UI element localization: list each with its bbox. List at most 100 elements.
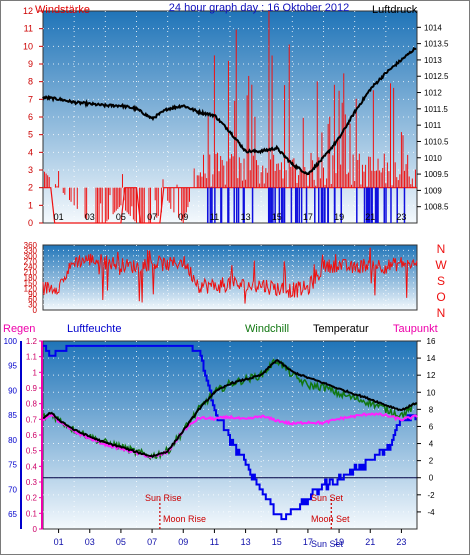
humidity-tick-label: 90 xyxy=(8,386,17,395)
wind-tick-label: 4 xyxy=(28,147,33,157)
hour-tick-label: 15 xyxy=(272,212,282,222)
hour-tick-label: 11 xyxy=(210,212,219,222)
direction-tick-label: 0 xyxy=(33,306,38,315)
hour-tick-label-bottom: 13 xyxy=(241,537,251,547)
chart-title: 24 hour graph day : 16 Oktober 2012 xyxy=(169,2,349,14)
rain-tick-label: 0.8 xyxy=(26,400,38,409)
hour-tick-label: 03 xyxy=(85,212,95,222)
hour-tick-label: 23 xyxy=(396,212,406,222)
direction-tick-label: 300 xyxy=(24,252,38,261)
temp-tick-label: 12 xyxy=(427,371,436,380)
hour-tick-label: 01 xyxy=(54,212,64,222)
windchill-label: Windchill xyxy=(245,323,289,335)
humidity-tick-label: 70 xyxy=(8,485,17,494)
temp-tick-label: 0 xyxy=(429,474,434,483)
wind-tick-label: 6 xyxy=(28,112,33,122)
pressure-tick-label: 1011 xyxy=(424,121,442,130)
rain-tick-label: 0.5 xyxy=(26,447,38,456)
hour-tick-label-bottom: 03 xyxy=(85,537,95,547)
pressure-tick-label: 1008.5 xyxy=(424,203,449,212)
rain-tick-label: 0.9 xyxy=(26,384,38,393)
hour-tick-label-bottom: 05 xyxy=(116,537,126,547)
rain-tick-label: 1 xyxy=(33,368,38,377)
temperature-label: Temperatur xyxy=(313,323,369,335)
dir-label-n-top: N xyxy=(437,242,446,256)
hour-tick-label-bottom: 23 xyxy=(396,537,406,547)
grid-dots xyxy=(43,11,417,529)
rain-tick-label: 0.6 xyxy=(26,431,38,440)
rain-tick-label: 0 xyxy=(33,525,38,534)
direction-tick-label: 330 xyxy=(24,246,38,255)
temp-tick-label: 4 xyxy=(429,440,434,449)
pressure-tick-label: 1009 xyxy=(424,186,442,195)
rain-tick-label: 0.7 xyxy=(26,415,38,424)
hour-tick-label: 05 xyxy=(116,212,126,222)
pressure-tick-label: 1013.5 xyxy=(424,40,449,49)
direction-tick-label: 120 xyxy=(24,284,38,293)
hour-tick-label-bottom: 01 xyxy=(54,537,64,547)
direction-tick-label: 270 xyxy=(24,257,38,266)
wind-tick-label: 7 xyxy=(28,94,33,104)
pressure-axis-title: Luftdruck xyxy=(372,4,418,16)
sun-set-label: Sun Set xyxy=(311,493,344,503)
wind-tick-label: 1 xyxy=(28,200,33,210)
humidity-tick-label: 75 xyxy=(8,461,17,470)
temp-tick-label: 2 xyxy=(429,457,434,466)
dir-label-w: W xyxy=(435,258,447,272)
temp-tick-label: 16 xyxy=(427,337,436,346)
chart-marks xyxy=(42,11,418,529)
moon-rise-label: Moon Rise xyxy=(163,514,206,524)
dir-label-n-bottom: N xyxy=(437,306,446,320)
wind-tick-label: 8 xyxy=(28,77,33,87)
hour-tick-label: 17 xyxy=(303,212,313,222)
rain-tick-label: 0.3 xyxy=(26,478,38,487)
pressure-tick-label: 1010 xyxy=(424,154,442,163)
rain-tick-label: 1.2 xyxy=(26,337,38,346)
direction-tick-label: 180 xyxy=(24,274,38,283)
humidity-tick-label: 95 xyxy=(8,362,17,371)
axes-ticks: 01234567891011121008.510091009.510101010… xyxy=(4,6,449,547)
humidity-tick-label: 85 xyxy=(8,411,17,420)
temp-tick-label: 8 xyxy=(429,405,434,414)
pressure-tick-label: 1013 xyxy=(424,56,442,65)
direction-tick-label: 30 xyxy=(28,301,37,310)
temp-tick-label: 10 xyxy=(427,388,436,397)
humidity-tick-label: 100 xyxy=(4,337,18,346)
hour-tick-label: 21 xyxy=(365,212,375,222)
sun-rise-label: Sun Rise xyxy=(145,493,182,503)
wind-baseline xyxy=(43,187,417,224)
rain-tick-label: 0.2 xyxy=(26,494,38,503)
humidity-line xyxy=(43,344,417,521)
sun-set-axis-label: Sun Set xyxy=(311,539,344,549)
wind-tick-label: 11 xyxy=(24,24,33,34)
pressure-tick-label: 1014 xyxy=(424,23,442,32)
hour-tick-label-bottom: 15 xyxy=(272,537,282,547)
pressure-line xyxy=(42,47,417,176)
hour-tick-label: 19 xyxy=(334,212,344,222)
dir-label-o: O xyxy=(436,290,445,304)
hour-tick-label: 09 xyxy=(178,212,188,222)
rain-tick-label: 0.4 xyxy=(26,462,38,471)
hour-tick-label-bottom: 21 xyxy=(365,537,375,547)
pressure-tick-label: 1010.5 xyxy=(424,137,449,146)
temperature-line xyxy=(43,359,418,458)
dewpoint-label: Taupunkt xyxy=(393,323,438,335)
pressure-tick-label: 1009.5 xyxy=(424,170,449,179)
temp-tick-label: -2 xyxy=(427,491,435,500)
humidity-label: Luftfeuchte xyxy=(67,323,121,335)
wind-axis-title: Windstärke xyxy=(35,4,90,16)
hour-tick-label-bottom: 07 xyxy=(147,537,157,547)
pressure-tick-label: 1012 xyxy=(424,89,442,98)
hour-tick-label-bottom: 17 xyxy=(303,537,313,547)
dewpoint-line xyxy=(42,412,418,459)
rain-tick-label: 0.1 xyxy=(26,509,38,518)
hour-tick-label: 07 xyxy=(147,212,157,222)
direction-tick-label: 240 xyxy=(24,263,38,272)
humidity-tick-label: 80 xyxy=(8,436,17,445)
hour-tick-label-bottom: 11 xyxy=(210,537,219,547)
wind-tick-label: 2 xyxy=(28,183,33,193)
windchill-line xyxy=(42,358,418,461)
wind-tick-label: 3 xyxy=(28,165,33,175)
